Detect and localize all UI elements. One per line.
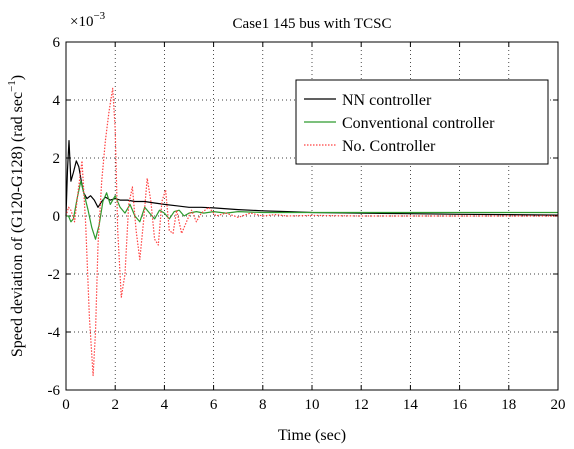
x-tick-label: 6 [210,397,218,413]
series-layer [65,41,559,391]
y-tick-label: 6 [53,35,61,51]
x-tick-label: 14 [403,397,419,413]
y-axis-multiplier-base: ×10 [70,14,93,30]
x-tick-label: 8 [259,397,267,413]
x-tick-label: 18 [501,397,516,413]
y-axis: -6 -4 -2 0 2 4 6 [48,35,558,399]
legend-label: No. Controller [342,138,436,155]
y-tick-label: 4 [53,93,61,109]
y-axis-label: Speed deviation of (G120-G128) (rad sec−… [6,75,26,357]
series-line-1 [65,140,559,217]
y-axis-label-close: ) [9,75,26,80]
y-tick-label: 2 [53,151,61,167]
chart-title: Case1 145 bus with TCSC [233,16,392,32]
y-axis-multiplier-exponent: −3 [93,10,105,22]
y-axis-label-exponent: −1 [6,80,18,92]
legend-label: NN controller [342,92,432,109]
series-line-2 [66,180,558,240]
x-tick-label: 16 [452,397,468,413]
legend-box [295,79,549,165]
legend-label: Conventional controller [342,115,495,132]
y-tick-label: -6 [48,383,61,399]
x-tick-label: 0 [62,397,70,413]
x-axis-label: Time (sec) [278,427,346,444]
y-tick-label: -2 [48,267,61,283]
x-tick-label: 10 [305,397,320,413]
y-axis-label-text: Speed deviation of (G120-G128) (rad sec [9,92,26,357]
x-axis: 0 2 4 6 8 10 12 14 16 18 20 [62,42,566,413]
x-tick-label: 20 [551,397,566,413]
x-tick-label: 12 [354,397,369,413]
plot-frame [65,41,559,391]
legend: NN controller Conventional controller No. … [295,79,549,165]
y-axis-multiplier: ×10−3 [70,10,106,30]
y-tick-label: -4 [48,325,61,341]
x-tick-label: 2 [111,397,119,413]
x-tick-label: 4 [161,397,169,413]
y-tick-label: 0 [53,209,61,225]
